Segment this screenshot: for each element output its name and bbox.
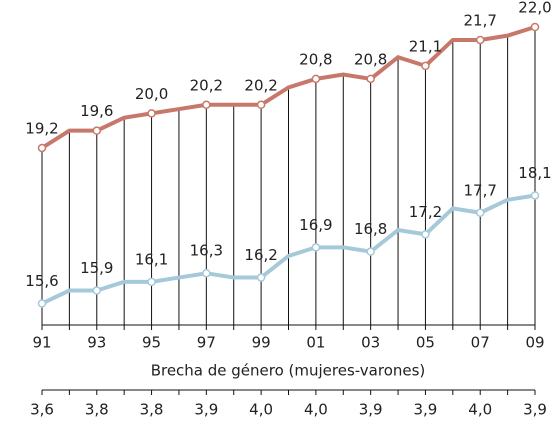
data-label: 20,8 <box>299 50 332 68</box>
data-label: 20,2 <box>244 76 277 94</box>
gap-label: 3,9 <box>414 401 438 419</box>
x-tick-label: 01 <box>306 334 325 352</box>
data-label: 20,2 <box>190 76 223 94</box>
x-tick-label: 05 <box>416 334 435 352</box>
x-tick-label: 09 <box>525 334 544 352</box>
gap-label: 3,9 <box>523 401 547 419</box>
series-line <box>41 193 536 306</box>
data-label: 16,2 <box>244 246 277 264</box>
data-label: 16,8 <box>354 220 387 238</box>
data-label: 16,3 <box>190 242 223 260</box>
point <box>530 22 540 32</box>
point <box>366 74 375 84</box>
x-tick-label: 03 <box>361 334 380 352</box>
point <box>92 286 102 295</box>
data-label: 17,2 <box>409 203 442 221</box>
point <box>202 100 211 110</box>
point <box>147 109 156 118</box>
data-label: 22,0 <box>518 0 551 17</box>
gap-label: 3,8 <box>140 401 164 419</box>
data-label: 20,8 <box>354 50 387 68</box>
data-label: 16,1 <box>135 250 168 268</box>
point <box>421 61 430 71</box>
point <box>147 277 156 287</box>
gap-title: Brecha de género (mujeres-varones) <box>151 362 426 380</box>
point <box>92 126 102 135</box>
data-label: 19,2 <box>25 119 58 137</box>
data-label: 18,1 <box>518 164 551 182</box>
x-tick-label: 91 <box>32 334 51 352</box>
point <box>366 247 375 256</box>
point <box>311 243 321 252</box>
data-label: 16,9 <box>299 216 332 234</box>
point <box>421 230 430 239</box>
x-tick-label: 93 <box>87 334 106 352</box>
x-tick-label: 07 <box>471 334 490 352</box>
point <box>475 35 485 45</box>
point <box>37 143 47 153</box>
gap-label: 3,8 <box>85 401 109 419</box>
point <box>311 74 321 84</box>
point <box>475 208 485 218</box>
data-label: 15,6 <box>25 272 58 290</box>
gap-label: 3,9 <box>194 401 218 419</box>
data-label: 17,7 <box>464 181 497 199</box>
point <box>37 299 47 308</box>
x-tick-label: 95 <box>142 334 161 352</box>
data-label: 19,6 <box>80 102 113 120</box>
gap-label: 3,9 <box>359 401 383 419</box>
gap-label: 4,0 <box>468 401 492 419</box>
data-label: 15,9 <box>80 259 113 277</box>
x-tick-label: 97 <box>197 334 216 352</box>
gap-label: 4,0 <box>304 401 328 419</box>
data-label: 21,7 <box>464 11 497 29</box>
data-label: 20,0 <box>135 85 168 103</box>
gap-label: 3,6 <box>30 401 54 419</box>
point <box>530 191 540 200</box>
series-line <box>40 25 536 150</box>
point <box>202 268 211 278</box>
point <box>256 100 266 110</box>
x-tick-label: 99 <box>252 334 271 352</box>
point <box>256 273 266 282</box>
gap-label: 4,0 <box>249 401 273 419</box>
data-label: 21,1 <box>409 37 442 55</box>
